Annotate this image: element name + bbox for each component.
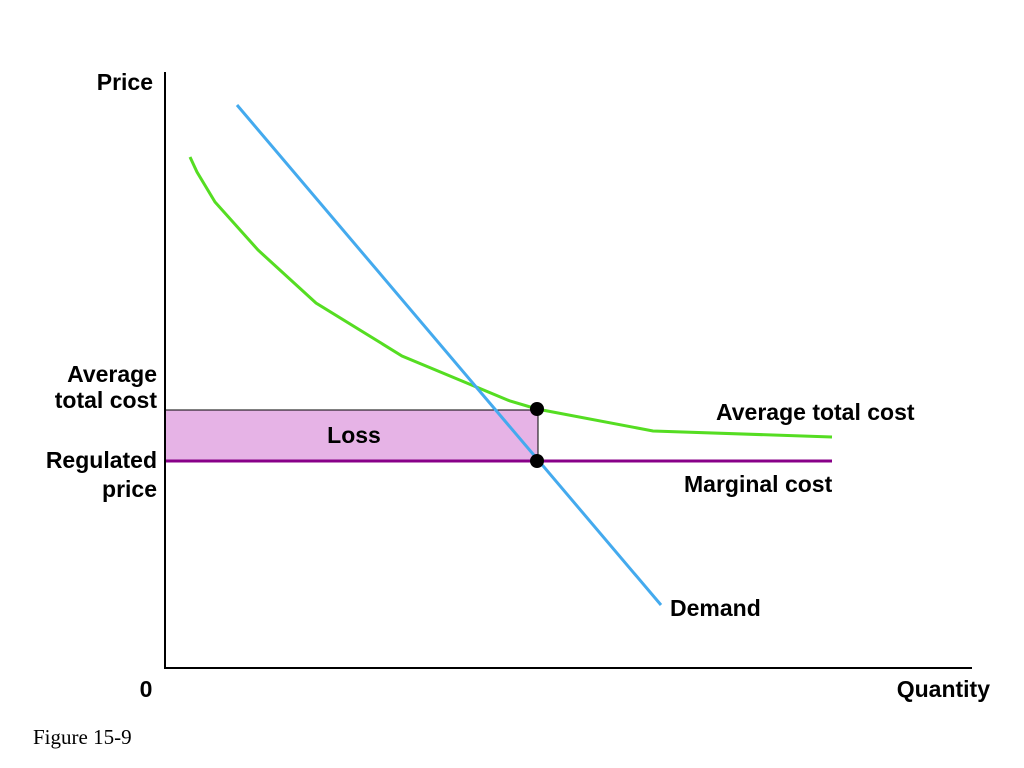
x-axis-label: Quantity [897,676,990,702]
demand-curve-label: Demand [670,595,761,621]
loss-area [164,409,539,462]
atc-point [530,402,544,416]
price-point [530,454,544,468]
average-total-cost-curve [188,156,833,439]
price-level-label-line1: Regulated [46,447,157,473]
figure-caption: Figure 15-9 [33,725,132,749]
mc-curve-label: Marginal cost [684,471,833,497]
origin-label: 0 [140,676,153,702]
atc-curve-label: Average total cost [716,399,915,425]
loss-label: Loss [327,422,381,448]
demand-curve [235,104,663,606]
atc-level-label-line2: total cost [55,387,158,413]
y-axis-label: Price [97,69,153,95]
price-level-label-line2: price [102,476,157,502]
atc-level-label-line1: Average [67,361,157,387]
